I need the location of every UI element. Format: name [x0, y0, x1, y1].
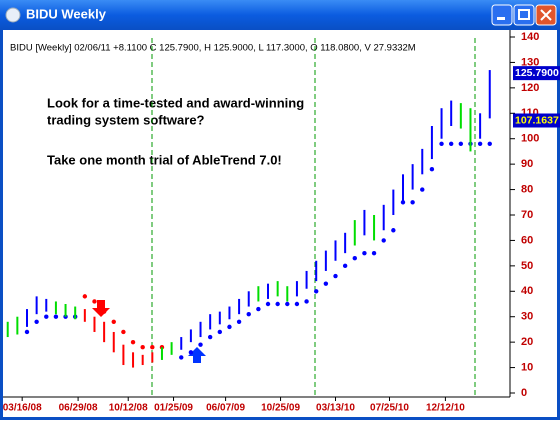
stop-dot: [82, 294, 88, 299]
x-tick-label: 06/29/08: [59, 403, 98, 414]
buy-arrow: [188, 347, 206, 363]
app-icon: [5, 7, 21, 23]
title-bar: [0, 0, 560, 30]
stop-dot: [362, 250, 367, 256]
price-tag: [513, 66, 560, 81]
stop-dot: [150, 345, 155, 350]
x-tick-label: 07/25/10: [370, 403, 409, 414]
stop-dot: [207, 334, 213, 340]
stop-dot: [140, 345, 145, 350]
stop-dot: [420, 187, 425, 192]
stop-dot: [217, 329, 223, 335]
stop-dot: [323, 281, 329, 286]
chart-area: [3, 30, 557, 417]
stop-dot: [130, 339, 136, 345]
stop-dot: [448, 141, 454, 146]
y-tick-label: 30: [521, 311, 533, 323]
stop-dot: [294, 301, 300, 307]
stop-dot: [342, 263, 348, 269]
stop-dot: [92, 299, 97, 304]
stop-dot: [477, 141, 483, 146]
x-tick-label: 10/25/09: [261, 403, 300, 414]
x-tick-label: 10/12/08: [109, 403, 148, 414]
stop-dot: [101, 309, 107, 314]
y-tick-label: 90: [521, 158, 533, 170]
y-tick-label: 40: [521, 285, 533, 297]
maximize-icon: [518, 9, 530, 20]
plot: 010203040506070809010011012013014003/16/…: [3, 31, 560, 414]
stop-dot: [121, 329, 126, 335]
maximize-button[interactable]: [513, 4, 535, 26]
stop-dot: [236, 319, 242, 324]
stop-dot: [265, 301, 271, 307]
stop-dot: [275, 301, 280, 307]
minimize-icon: [497, 17, 505, 20]
stop-dot: [256, 306, 261, 312]
stop-dot: [391, 228, 396, 233]
sell-arrow: [92, 300, 110, 317]
y-tick-label: 50: [521, 260, 533, 272]
x-tick-label: 01/25/09: [154, 403, 193, 414]
stop-dot: [352, 256, 357, 261]
stop-dot: [429, 167, 435, 172]
stop-dot: [314, 289, 319, 294]
stop-dot: [24, 329, 30, 335]
stop-dot: [111, 319, 116, 324]
annotation: Look for a time-tested and award-winning: [47, 95, 304, 110]
y-tick-label: 120: [521, 82, 539, 94]
stop-dot: [53, 314, 59, 319]
stop-dot: [381, 238, 386, 243]
stop-dot: [285, 301, 290, 307]
x-tick-label: 12/12/10: [426, 403, 465, 414]
chart-header: BIDU [Weekly] 02/06/11 +8.1100 C 125.790…: [10, 43, 416, 54]
y-tick-label: 140: [521, 31, 539, 43]
stop-dot: [246, 311, 251, 317]
x-tick-label: 03/16/08: [3, 403, 42, 414]
annotation: trading system software?: [47, 112, 205, 127]
y-tick-label: 70: [521, 209, 533, 221]
window-title: BIDU Weekly: [26, 6, 107, 21]
stop-dot: [179, 355, 184, 360]
stop-dot: [227, 324, 232, 330]
minimize-button[interactable]: [491, 4, 513, 26]
annotation: Take one month trial of AbleTrend 7.0!: [47, 152, 282, 167]
stop-dot: [188, 350, 194, 355]
y-tick-label: 10: [521, 361, 533, 373]
x-tick-label: 06/07/09: [206, 403, 245, 414]
y-tick-label: 0: [521, 387, 527, 399]
y-tick-label: 20: [521, 336, 533, 348]
y-tick-label: 80: [521, 183, 533, 195]
stop-dot: [44, 314, 49, 319]
x-tick-label: 03/13/10: [316, 403, 355, 414]
stop-dot: [304, 299, 309, 304]
stop-dot: [198, 342, 203, 347]
stop-dot: [487, 141, 492, 146]
close-icon: [540, 9, 552, 21]
stop-dot: [458, 141, 464, 146]
stop-dot: [333, 273, 338, 279]
y-tick-label: 60: [521, 234, 533, 246]
stop-dot: [410, 200, 415, 205]
price-tag-label: 125.7900: [515, 67, 559, 79]
price-tag: [513, 113, 560, 128]
stop-dot: [439, 141, 444, 146]
stop-dot: [371, 250, 377, 256]
price-tag-label: 107.1637: [515, 114, 559, 126]
y-tick-label: 130: [521, 56, 539, 68]
stop-dot: [34, 319, 39, 324]
y-tick-label: 100: [521, 133, 539, 145]
